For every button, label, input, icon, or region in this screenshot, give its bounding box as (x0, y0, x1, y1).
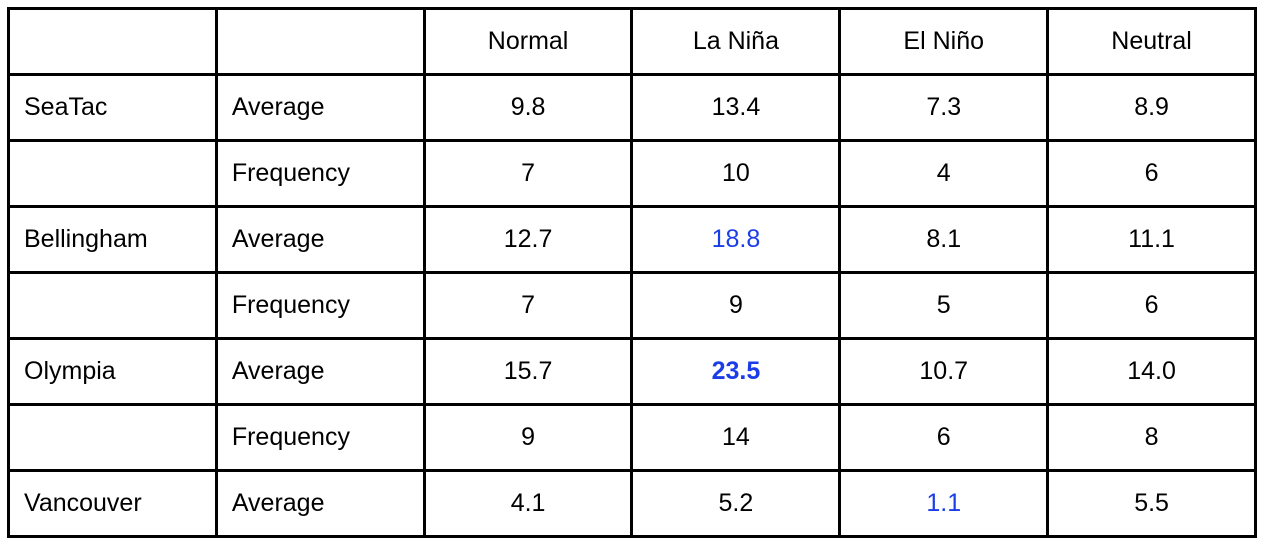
value-cell: 4 (838, 139, 1050, 208)
value-cell: 14 (630, 403, 842, 472)
value-cell: 23.5 (630, 337, 842, 406)
measure-label: Frequency (214, 271, 426, 340)
value-cell: 9 (422, 403, 634, 472)
value-cell: 9 (630, 271, 842, 340)
measure-label: Average (214, 205, 426, 274)
value-cell: 5.5 (1046, 469, 1257, 538)
value-cell: 8.1 (838, 205, 1050, 274)
value-cell: 11.1 (1046, 205, 1257, 274)
station-name: Bellingham (7, 205, 218, 274)
table-row: Frequency 7 9 5 6 (7, 271, 1257, 340)
measure-label: Average (214, 337, 426, 406)
column-header: Neutral (1046, 7, 1257, 76)
column-header: Normal (422, 7, 634, 76)
table-row: Vancouver Average 4.1 5.2 1.1 5.5 (7, 469, 1257, 538)
measure-label: Average (214, 73, 426, 142)
header-row: Normal La Niña El Niño Neutral (7, 7, 1257, 76)
value-cell: 12.7 (422, 205, 634, 274)
table-row: Olympia Average 15.7 23.5 10.7 14.0 (7, 337, 1257, 406)
column-header: El Niño (838, 7, 1050, 76)
table-row: Frequency 9 14 6 8 (7, 403, 1257, 472)
value-cell: 7 (422, 139, 634, 208)
empty-cell (214, 7, 426, 76)
value-cell: 13.4 (630, 73, 842, 142)
value-cell: 7 (422, 271, 634, 340)
value-cell: 4.1 (422, 469, 634, 538)
value-cell: 14.0 (1046, 337, 1257, 406)
station-name (7, 139, 218, 208)
value-cell: 8.9 (1046, 73, 1257, 142)
value-cell: 1.1 (838, 469, 1050, 538)
empty-cell (7, 7, 218, 76)
station-name (7, 271, 218, 340)
station-name: Vancouver (7, 469, 218, 538)
table-row: Frequency 7 10 4 6 (7, 139, 1257, 208)
station-name (7, 403, 218, 472)
measure-label: Frequency (214, 403, 426, 472)
value-cell: 10.7 (838, 337, 1050, 406)
table-body: Normal La Niña El Niño Neutral SeaTac Average… (7, 7, 1257, 538)
measure-label: Frequency (214, 139, 426, 208)
value-cell: 6 (1046, 271, 1257, 340)
column-header: La Niña (630, 7, 842, 76)
value-cell: 10 (630, 139, 842, 208)
value-cell: 5 (838, 271, 1050, 340)
value-cell: 7.3 (838, 73, 1050, 142)
value-cell: 6 (1046, 139, 1257, 208)
station-name: SeaTac (7, 73, 218, 142)
value-cell: 9.8 (422, 73, 634, 142)
value-cell: 18.8 (630, 205, 842, 274)
value-cell: 5.2 (630, 469, 842, 538)
station-name: Olympia (7, 337, 218, 406)
value-cell: 6 (838, 403, 1050, 472)
value-cell: 15.7 (422, 337, 634, 406)
value-cell: 8 (1046, 403, 1257, 472)
table-row: SeaTac Average 9.8 13.4 7.3 8.9 (7, 73, 1257, 142)
table-row: Bellingham Average 12.7 18.8 8.1 11.1 (7, 205, 1257, 274)
data-table: Normal La Niña El Niño Neutral SeaTac Average… (7, 7, 1257, 538)
measure-label: Average (214, 469, 426, 538)
